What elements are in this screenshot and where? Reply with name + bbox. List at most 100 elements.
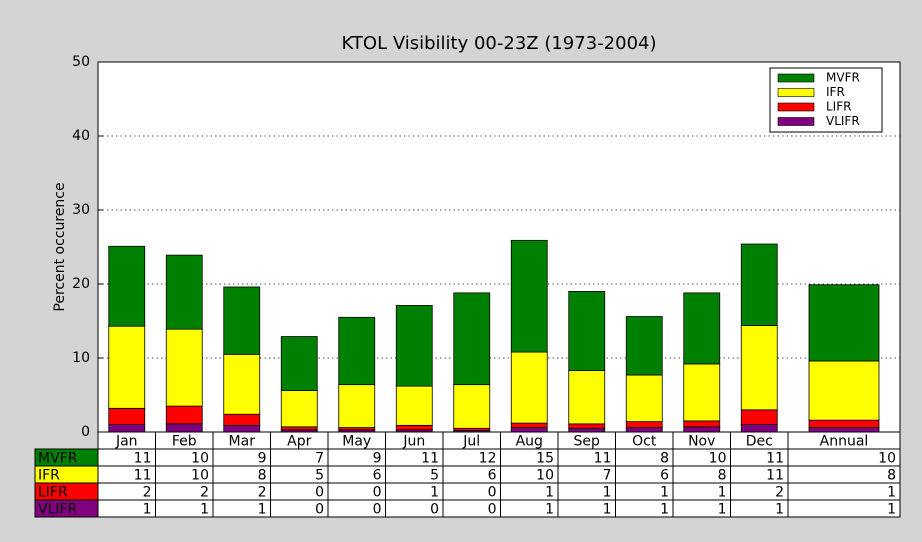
table-row-label: IFR — [38, 468, 60, 484]
bar-segment — [223, 413, 261, 426]
bar-segment — [740, 325, 778, 411]
bar-segment — [683, 426, 721, 433]
bar-segment — [510, 351, 548, 424]
table-cell: 0 — [315, 485, 324, 501]
bar-segment — [683, 292, 721, 365]
table-cell: 0 — [430, 502, 439, 518]
table-cell: 1 — [545, 485, 554, 501]
y-tick-label: 20 — [72, 276, 90, 292]
table-cell: 0 — [488, 485, 497, 501]
x-tick-label: Oct — [632, 434, 657, 450]
x-tick-label: Nov — [688, 434, 715, 450]
table-row-label: VLIFR — [38, 502, 78, 518]
table-cell: 1 — [603, 502, 612, 518]
table-cell: 8 — [660, 451, 669, 467]
table-cell: 1 — [887, 502, 896, 518]
y-tick-label: 50 — [72, 54, 90, 70]
table-cell: 11 — [594, 451, 612, 467]
table-cell: 10 — [191, 451, 209, 467]
bar-segment — [683, 420, 721, 428]
table-cell: 1 — [718, 485, 727, 501]
bar-segment — [510, 239, 548, 353]
bar-segment — [808, 284, 880, 362]
bar-segment — [808, 427, 880, 433]
bar-segment — [683, 363, 721, 422]
table-cell: 0 — [315, 502, 324, 518]
y-axis-label: Percent occurence — [52, 182, 68, 311]
y-tick-label: 0 — [81, 424, 90, 440]
table-frame — [97, 431, 901, 518]
table-cell: 8 — [718, 468, 727, 484]
table-cell: 15 — [536, 451, 554, 467]
table-cell: 1 — [775, 502, 784, 518]
bar-segment — [280, 390, 318, 428]
table-cell: 2 — [258, 485, 267, 501]
x-tick-label: Jul — [462, 434, 480, 450]
table-cell: 1 — [660, 485, 669, 501]
x-tick-label: Annual — [820, 434, 869, 450]
table-cell: 8 — [258, 468, 267, 484]
table-cell: 2 — [775, 485, 784, 501]
bar-segment — [280, 336, 318, 391]
table-cell: 1 — [887, 485, 896, 501]
legend-swatch — [777, 73, 815, 83]
bar-segment — [338, 384, 376, 428]
bar-segment — [625, 316, 663, 376]
bar-segment — [108, 407, 146, 426]
legend-label: MVFR — [826, 71, 860, 85]
legend-swatch — [777, 88, 815, 97]
bar-segment — [453, 292, 491, 386]
y-tick-label: 40 — [72, 128, 90, 144]
table-cell: 10 — [878, 451, 896, 467]
table-cell: 0 — [373, 502, 382, 518]
bar-segment — [165, 423, 203, 433]
chart-title: KTOL Visibility 00-23Z (1973-2004) — [342, 33, 657, 54]
table-cell: 5 — [315, 468, 324, 484]
table-cell: 11 — [421, 451, 439, 467]
bar-segment — [165, 254, 203, 330]
table-cell: 0 — [488, 502, 497, 518]
table-cell: 11 — [766, 451, 784, 467]
bar-segment — [108, 325, 146, 409]
bar-segment — [395, 385, 433, 426]
table-cell: 11 — [134, 468, 152, 484]
bar-segment — [108, 245, 146, 327]
table-cell: 10 — [191, 468, 209, 484]
table-cell: 6 — [488, 468, 497, 484]
table-cell: 1 — [258, 502, 267, 518]
table-cell: 8 — [887, 468, 896, 484]
table-cell: 7 — [315, 451, 324, 467]
table-cell: 1 — [545, 502, 554, 518]
table-cell: 1 — [718, 502, 727, 518]
bar-segment — [280, 426, 318, 431]
y-tick-label: 30 — [72, 202, 90, 218]
table-cell: 6 — [660, 468, 669, 484]
legend-label: IFR — [826, 85, 845, 99]
table-row-label: LIFR — [38, 485, 68, 501]
table-cell: 1 — [603, 485, 612, 501]
table-cell: 9 — [258, 451, 267, 467]
bar-segment — [625, 374, 663, 423]
table-row-header — [34, 499, 99, 518]
bar-segment — [808, 419, 880, 428]
table-cell: 7 — [603, 468, 612, 484]
table-cell: 11 — [134, 451, 152, 467]
bar-segment — [568, 427, 606, 433]
bar-segment — [568, 423, 606, 429]
bar-segment — [740, 424, 778, 433]
bar-segment — [740, 243, 778, 326]
bar-segment — [808, 360, 880, 421]
legend-label: LIFR — [826, 100, 851, 114]
legend-swatch — [777, 117, 815, 126]
table-cell: 1 — [430, 485, 439, 501]
x-tick-label: Jan — [115, 434, 138, 450]
table-cell: 12 — [479, 451, 497, 467]
bar-segment — [740, 409, 778, 425]
table-cell: 2 — [200, 485, 209, 501]
table-cell: 10 — [709, 451, 727, 467]
x-tick-label: Feb — [172, 434, 197, 450]
bar-segment — [625, 421, 663, 428]
bar-segment — [625, 427, 663, 433]
bar-segment — [510, 427, 548, 433]
